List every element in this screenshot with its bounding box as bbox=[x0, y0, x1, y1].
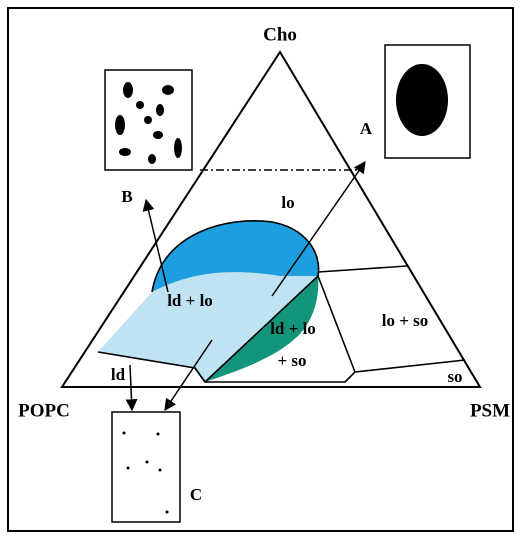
inset-a-box bbox=[384, 44, 471, 159]
vertex-label: POPC bbox=[18, 400, 70, 421]
vertex-label: Cho bbox=[263, 24, 297, 45]
arrows bbox=[125, 161, 366, 412]
region-label: so bbox=[447, 367, 462, 386]
region-label: ld + lo bbox=[167, 291, 213, 310]
inset-label: C bbox=[190, 485, 202, 504]
inset-label: B bbox=[121, 187, 132, 206]
triangle bbox=[60, 50, 482, 388]
vertex-label: PSM bbox=[470, 400, 510, 421]
ld-lo-region bbox=[98, 272, 318, 382]
inset-c-box bbox=[111, 411, 181, 523]
boundaries bbox=[97, 169, 466, 383]
region-label: lo bbox=[281, 193, 294, 212]
region-label: ld + lo bbox=[270, 319, 316, 338]
lo-cap-region bbox=[152, 220, 319, 292]
region-label: lo + so bbox=[382, 311, 429, 330]
region-label: + so bbox=[277, 351, 306, 370]
inset-b-box bbox=[104, 69, 193, 171]
inset-label: A bbox=[360, 119, 373, 138]
region-label: ld bbox=[111, 365, 126, 384]
frame bbox=[7, 7, 514, 532]
